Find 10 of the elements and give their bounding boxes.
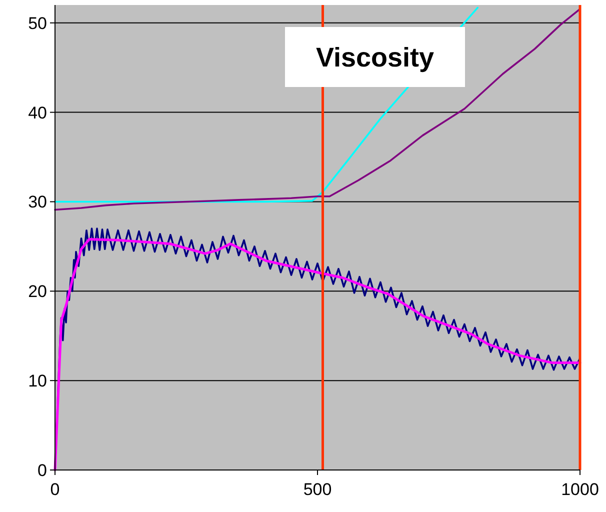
y-tick-label: 20 xyxy=(28,282,47,302)
x-tick-label: 500 xyxy=(303,480,332,499)
y-tick-label: 40 xyxy=(28,103,47,122)
y-tick-label: 0 xyxy=(38,460,47,480)
x-tick-label: 1000 xyxy=(561,480,599,499)
x-tick-label: 0 xyxy=(50,480,60,499)
y-tick-label: 30 xyxy=(28,192,47,212)
y-tick-label: 10 xyxy=(28,372,47,391)
annotation: Viscosity xyxy=(316,42,434,72)
y-tick-label: 50 xyxy=(28,14,47,33)
